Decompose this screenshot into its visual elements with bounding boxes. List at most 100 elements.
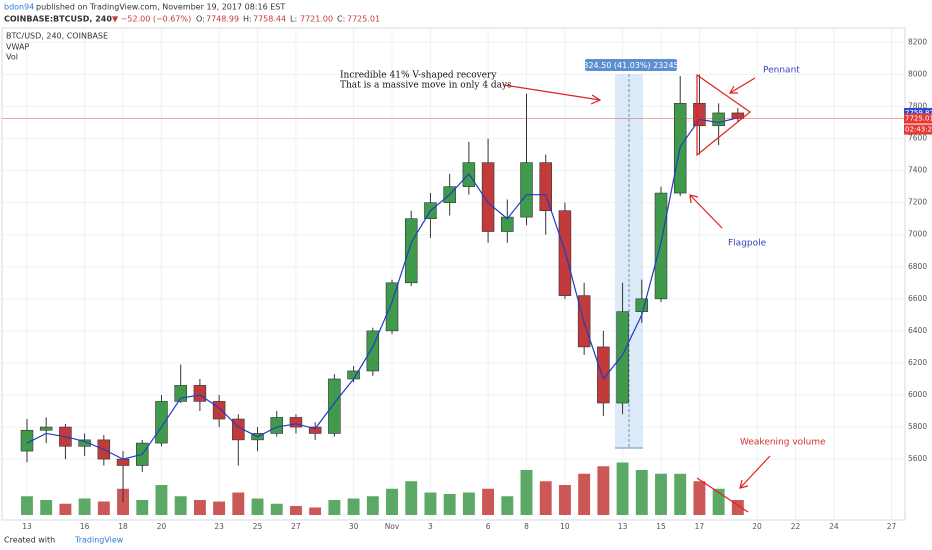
x-tick-label: 23 [214,522,224,531]
x-tick-label: 16 [80,522,90,531]
volume [21,462,744,515]
volume-bar [712,488,725,515]
vwap-line [26,117,738,460]
countdown: 02:43:24 [905,126,932,134]
candle-body [155,401,168,444]
volume-bar [174,496,187,515]
candle-body [616,311,629,404]
candle-body [366,330,380,372]
x-tick-label: 13 [618,522,628,531]
candle-body [116,458,130,466]
indicator: Vol [6,53,18,62]
plot-frame [1,27,906,521]
volume-bar [405,481,418,515]
volume-bar [136,500,149,515]
measure-label: 2324.50 (41.03%) 232450 [578,61,683,70]
price-tag-label: 7759.82 [905,109,932,117]
x-tick-label: 10 [560,522,570,531]
footer-brand[interactable]: TradingView [74,536,124,545]
price-tag-label: 7725.01 [905,115,932,123]
pennant-triangle [696,73,751,157]
candle-body [654,192,668,300]
volume-bar [155,485,168,515]
symbol: COINBASE:BTCUSD, 240 [4,15,112,24]
ohlc-label: C: [337,15,345,24]
candle-body [539,162,552,211]
volume-bar [78,498,91,515]
y-tick-label: 7400 [908,166,927,175]
candle-body [520,162,533,218]
x-tick-label: 20 [157,522,167,531]
volume-bar [539,481,552,515]
y-tick-label: 6800 [908,262,927,271]
volume-bar [616,462,629,515]
volume-bar [558,485,571,515]
y-tick-label: 6600 [908,294,927,303]
volume-bar [578,473,591,515]
candle-body [78,439,91,447]
measure-label-box [585,59,677,71]
arrowhead [689,194,699,204]
price-tag [904,107,932,118]
volume-bar [635,470,648,515]
x-tick-label: 24 [829,522,839,531]
volume-bar [693,481,706,515]
x-tick-label: 3 [428,522,433,531]
y-tick-label: 7000 [908,230,927,239]
y-tick-label: 5800 [908,422,927,431]
candle-body [39,426,53,431]
volume-bar [443,494,456,515]
volume-bar [270,503,283,515]
ohlc-label: O: [196,15,205,24]
volume-bar [309,507,322,515]
y-tick-label: 7600 [908,134,927,143]
candle-body [328,378,341,434]
volume-bar [731,500,744,515]
candle-body [385,282,399,332]
x-tick-label: 13 [22,522,32,531]
volume-bar [213,501,226,515]
published: published on TradingView.com, November 1… [36,3,285,12]
volume-bar [289,506,302,515]
ohlc-label: H: [243,15,252,24]
x-tick-label: 18 [118,522,128,531]
footer-text: Created with [4,536,55,545]
candle-body [289,417,303,428]
x-tick-label: 25 [253,522,263,531]
x-tick-label: 8 [524,522,529,531]
candles [20,74,745,503]
volume-bar [251,498,264,515]
volume-bar [347,498,360,515]
author: bdon94 [4,3,34,12]
y-tick-label: 6200 [908,358,927,367]
volume-bar [674,473,687,515]
arrowhead [739,479,749,489]
candle-body [193,385,207,402]
ohlc-value: 7748.99 [206,15,239,24]
y-tick-label: 6000 [908,390,927,399]
price-tag [904,113,932,124]
volume-bar [366,496,379,515]
y-tick-label: 7200 [908,198,927,207]
candle-body [635,298,649,312]
candle-body [597,346,610,404]
arrow [503,84,601,101]
x-tick-label: 30 [349,522,359,531]
x-tick-label: Nov [385,522,400,531]
volume-trend [696,477,749,513]
candle-body [693,103,706,127]
drawings [503,73,771,513]
annotation: Flagpole [728,239,767,249]
candle-body [501,216,514,232]
arrow [739,455,771,489]
candle-body [212,401,226,420]
x-tick-label: 15 [656,522,666,531]
volume-bar [520,470,533,515]
volume-bar [386,488,398,515]
volume-bar [97,501,110,515]
volume-bar [40,500,53,515]
y-tick-label: 8000 [908,69,927,78]
ohlc-label: L: [290,15,297,24]
volume-bar [59,503,72,515]
